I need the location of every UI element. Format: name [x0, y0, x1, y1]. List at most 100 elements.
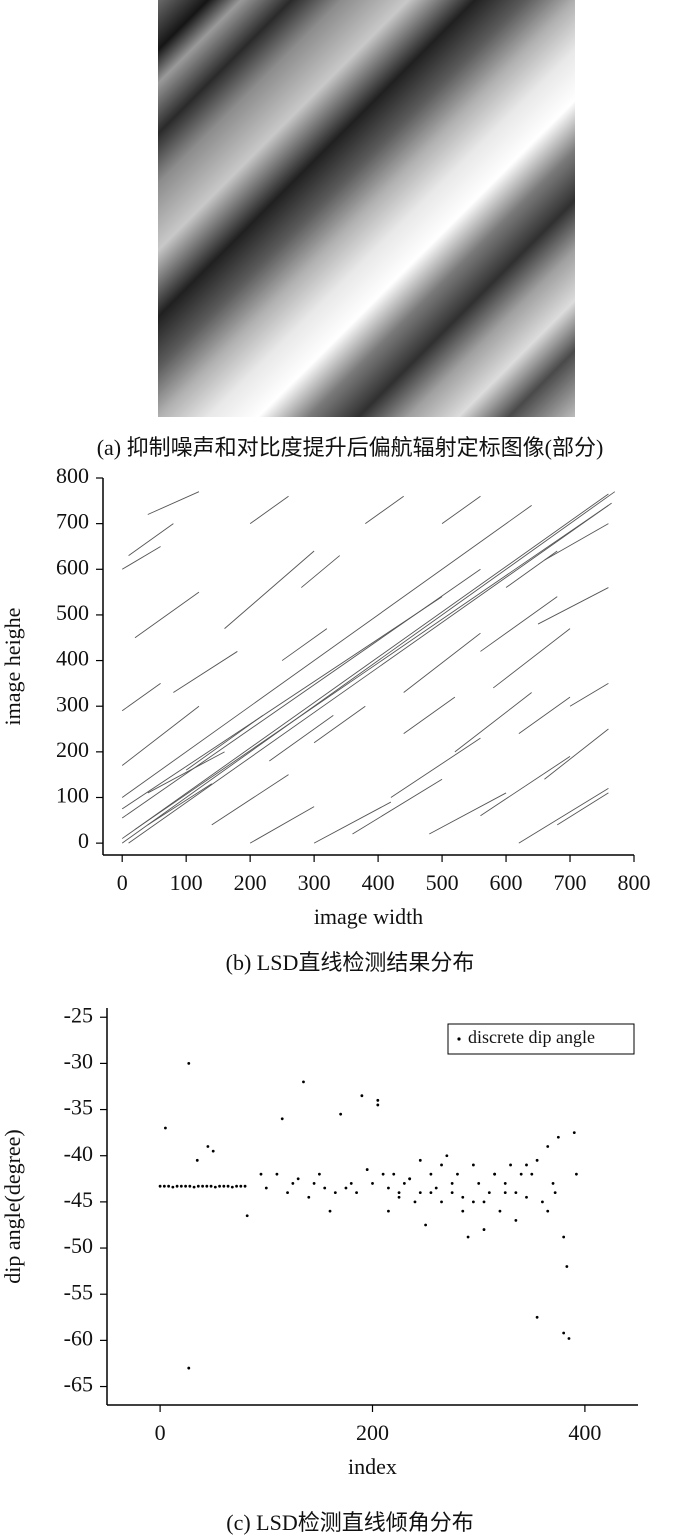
data-point	[477, 1182, 481, 1185]
legend-label: discrete dip angle	[468, 1027, 595, 1047]
line-segment	[121, 546, 161, 570]
line-segment	[281, 628, 328, 661]
data-point	[450, 1182, 454, 1185]
data-point	[546, 1209, 550, 1213]
data-point	[424, 1223, 427, 1227]
x-tick-label: 800	[618, 870, 651, 895]
data-point	[187, 1061, 191, 1065]
legend-box	[447, 1023, 635, 1055]
data-point	[167, 1184, 170, 1188]
x-tick-label: 600	[490, 870, 523, 895]
data-point	[179, 1184, 183, 1188]
data-point	[328, 1209, 332, 1213]
data-point	[205, 1184, 209, 1188]
line-segment	[390, 737, 481, 798]
data-point	[296, 1177, 300, 1181]
y-tick-label: 100	[56, 783, 89, 808]
data-point	[286, 1191, 289, 1195]
y-tick-label: -40	[64, 1141, 93, 1166]
data-point	[541, 1200, 544, 1204]
data-point	[192, 1185, 196, 1189]
x-tick-label: 200	[356, 1420, 389, 1445]
data-point	[503, 1191, 507, 1195]
data-point	[164, 1126, 167, 1130]
x-tick-label: 300	[298, 870, 331, 895]
data-point	[461, 1195, 465, 1199]
line-segment	[249, 495, 289, 525]
y-tick-label: -30	[64, 1048, 93, 1073]
data-point	[429, 1191, 433, 1195]
data-point	[222, 1184, 226, 1188]
data-point	[162, 1184, 166, 1188]
data-point	[408, 1177, 412, 1181]
data-point	[211, 1149, 215, 1153]
line-segment	[147, 783, 213, 826]
line-segment	[480, 756, 571, 817]
line-segment	[121, 493, 609, 839]
line-segment	[352, 778, 443, 835]
data-point	[487, 1191, 491, 1195]
data-point	[158, 1184, 162, 1188]
line-segment	[173, 651, 238, 693]
data-point	[575, 1172, 578, 1176]
data-point	[525, 1195, 528, 1199]
data-point	[461, 1209, 465, 1213]
data-point	[519, 1172, 523, 1176]
line-segment	[147, 751, 225, 794]
data-point	[413, 1200, 417, 1204]
data-point	[344, 1186, 348, 1190]
line-segment	[544, 523, 609, 561]
data-point	[445, 1154, 449, 1158]
data-point	[171, 1185, 175, 1189]
y-tick-label: -55	[64, 1279, 93, 1304]
data-point	[355, 1191, 358, 1195]
data-point	[264, 1186, 268, 1190]
data-point	[440, 1163, 443, 1167]
data-point	[525, 1163, 528, 1167]
data-point	[429, 1172, 433, 1176]
line-segment	[544, 728, 609, 780]
line-segment	[313, 801, 392, 844]
line-segment	[147, 491, 200, 515]
data-point	[514, 1191, 518, 1195]
data-point	[188, 1184, 192, 1188]
data-point	[397, 1195, 401, 1199]
y-tick-label: -60	[64, 1325, 93, 1350]
data-point	[201, 1184, 204, 1188]
data-point	[493, 1172, 497, 1176]
y-tick-label: -45	[64, 1187, 93, 1212]
legend-marker	[457, 1037, 461, 1041]
data-point	[535, 1315, 539, 1319]
data-point	[312, 1182, 316, 1185]
x-tick-label: 0	[117, 870, 128, 895]
data-point	[556, 1135, 560, 1139]
line-segment	[569, 683, 609, 707]
line-segment	[429, 792, 507, 835]
x-tick-label: 400	[568, 1420, 601, 1445]
data-point	[551, 1182, 555, 1185]
y-tick-label: -25	[64, 1002, 93, 1027]
caption: (a) 抑制噪声和对比度提升后偏航辐射定标图像(部分)	[97, 435, 604, 460]
data-point	[371, 1182, 374, 1185]
data-point	[434, 1186, 438, 1190]
x-tick-label: 100	[170, 870, 203, 895]
data-point	[509, 1163, 512, 1167]
data-point	[280, 1117, 284, 1121]
caption: (c) LSD检测直线倾角分布	[226, 1510, 473, 1535]
line-segment	[121, 705, 200, 766]
y-tick-label: -65	[64, 1372, 93, 1397]
data-point	[381, 1172, 385, 1176]
line-segment	[441, 495, 481, 525]
data-point	[530, 1172, 534, 1176]
data-point	[206, 1145, 210, 1148]
data-point	[235, 1184, 238, 1188]
data-point	[562, 1331, 566, 1335]
data-point	[291, 1182, 295, 1185]
data-point	[259, 1172, 263, 1176]
line-segment	[365, 495, 404, 525]
line-segment	[537, 587, 609, 625]
data-point	[318, 1172, 321, 1176]
data-point	[230, 1185, 234, 1189]
data-point	[503, 1182, 507, 1185]
